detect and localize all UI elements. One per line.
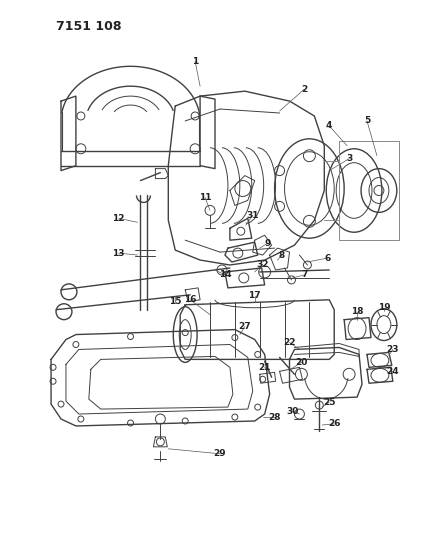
Text: 24: 24 [386,367,399,376]
Text: 32: 32 [256,260,269,269]
Text: 12: 12 [113,214,125,223]
Text: 28: 28 [268,413,281,422]
Text: 29: 29 [214,449,226,458]
Text: 18: 18 [351,307,363,316]
Text: 1: 1 [192,57,198,66]
Text: 3: 3 [346,154,352,163]
Text: 9: 9 [265,239,271,248]
Text: 11: 11 [199,193,211,202]
Text: 7151 108: 7151 108 [56,20,122,33]
Text: 21: 21 [259,363,271,372]
Text: 30: 30 [286,407,299,416]
Text: 23: 23 [386,345,399,354]
Text: 19: 19 [377,303,390,312]
Text: 15: 15 [169,297,181,306]
Text: 8: 8 [279,251,285,260]
Text: 14: 14 [219,270,231,279]
Text: 6: 6 [324,254,330,263]
Text: 31: 31 [247,211,259,220]
Text: 4: 4 [326,122,333,131]
Text: 20: 20 [295,358,308,367]
Text: 16: 16 [184,295,196,304]
Text: 26: 26 [328,419,340,429]
Text: 2: 2 [301,85,308,94]
Text: 5: 5 [364,116,370,125]
Text: 25: 25 [323,398,336,407]
Text: 17: 17 [248,292,261,300]
Text: 27: 27 [238,322,251,331]
Text: 13: 13 [113,248,125,257]
Text: 22: 22 [283,338,296,347]
Text: 7: 7 [301,270,308,279]
